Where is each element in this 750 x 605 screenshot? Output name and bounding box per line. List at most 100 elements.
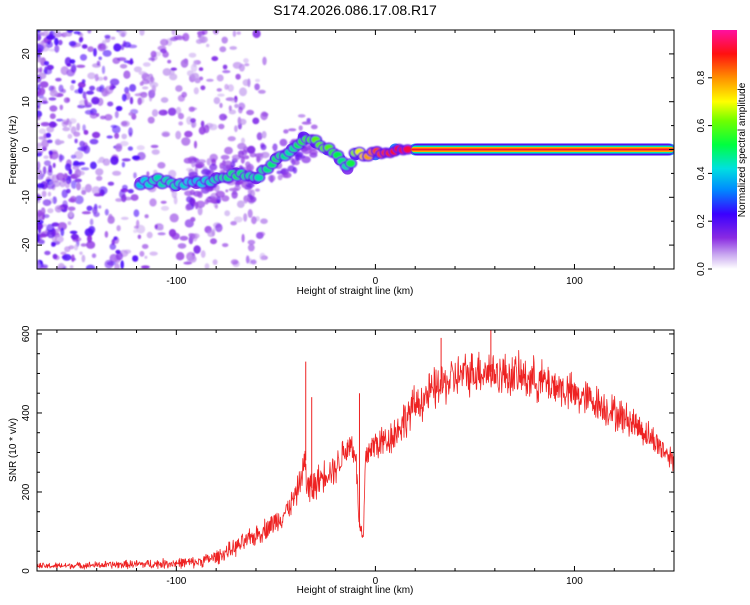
noise-blob xyxy=(68,198,75,203)
colorbar-label: Normalized spectral amplitude xyxy=(737,82,748,217)
noise-blob xyxy=(119,140,129,147)
noise-blob xyxy=(217,93,225,97)
noise-blob xyxy=(56,206,65,210)
noise-blob xyxy=(37,30,41,33)
noise-blob xyxy=(208,123,218,131)
noise-blob xyxy=(76,64,86,69)
noise-blob xyxy=(121,133,127,140)
noise-blob xyxy=(104,208,109,216)
noise-blob xyxy=(192,60,197,68)
noise-blob xyxy=(149,251,158,256)
noise-blob xyxy=(69,230,78,234)
colorbar-tick-label: 0.8 xyxy=(696,70,707,84)
noise-blob xyxy=(201,168,211,176)
noise-blob xyxy=(198,36,208,44)
noise-blob xyxy=(104,34,111,39)
noise-blob xyxy=(89,218,94,226)
noise-blob xyxy=(37,42,41,49)
noise-blob xyxy=(72,165,80,170)
noise-blob xyxy=(173,196,178,205)
noise-blob xyxy=(48,150,53,156)
noise-blob xyxy=(43,155,49,159)
noise-blob xyxy=(136,224,146,234)
noise-blob xyxy=(220,154,230,160)
noise-blob xyxy=(114,132,120,139)
noise-blob xyxy=(137,234,142,239)
noise-blob xyxy=(197,206,203,216)
noise-blob xyxy=(114,263,120,269)
noise-blob xyxy=(37,171,42,180)
carrier-band-core xyxy=(411,148,674,151)
noise-blob xyxy=(110,36,116,40)
noise-blob xyxy=(149,81,159,88)
noise-blob xyxy=(86,240,96,249)
noise-blob xyxy=(239,87,247,97)
noise-blob xyxy=(53,228,63,232)
noise-blob xyxy=(175,130,182,140)
noise-blob xyxy=(37,115,41,121)
noise-blob xyxy=(198,126,206,135)
noise-blob xyxy=(87,46,94,53)
noise-blob xyxy=(245,255,250,264)
noise-blob xyxy=(194,78,201,84)
noise-blob xyxy=(200,250,206,258)
noise-blob xyxy=(102,49,112,57)
noise-blob xyxy=(133,229,138,233)
noise-blob xyxy=(76,182,81,191)
noise-blob xyxy=(123,60,130,64)
colorbar-tick-label: 0.4 xyxy=(696,166,707,180)
noise-blob xyxy=(80,167,90,171)
spectrogram-x-tick-label: 0 xyxy=(373,276,379,287)
noise-blob xyxy=(37,99,43,106)
noise-blob xyxy=(71,80,76,84)
noise-blob xyxy=(301,147,312,155)
noise-blob xyxy=(148,57,156,61)
colorbar-tick-label: 0.2 xyxy=(696,214,707,228)
noise-blob xyxy=(279,138,288,147)
noise-blob xyxy=(219,162,224,170)
noise-blob xyxy=(259,231,266,237)
snr-series-line xyxy=(37,350,674,570)
noise-blob xyxy=(78,86,84,94)
noise-blob xyxy=(116,252,123,261)
noise-blob xyxy=(90,161,97,170)
noise-blob xyxy=(170,67,177,71)
noise-blob xyxy=(204,263,210,269)
snr-y-tick-label: 0 xyxy=(21,568,32,574)
noise-blob xyxy=(224,146,233,155)
noise-blob xyxy=(121,194,127,203)
noise-blob xyxy=(133,172,137,179)
noise-blob xyxy=(134,93,142,97)
noise-blob xyxy=(74,178,82,183)
noise-blob xyxy=(190,107,198,111)
spectrogram-y-tick-label: 10 xyxy=(21,96,32,108)
noise-blob xyxy=(86,205,93,211)
snr-x-tick-label: 0 xyxy=(373,576,379,587)
spectrogram-ridge xyxy=(134,131,674,192)
noise-blob xyxy=(227,84,234,92)
noise-blob xyxy=(256,155,261,163)
noise-blob xyxy=(133,209,140,217)
noise-blob xyxy=(47,208,54,214)
snr-y-label: SNR (10 * v/v) xyxy=(8,418,19,482)
noise-blob xyxy=(81,254,86,263)
noise-blob xyxy=(46,40,53,49)
noise-blob xyxy=(140,91,148,98)
noise-blob xyxy=(276,170,283,175)
colorbar-tick-label: 0.6 xyxy=(696,118,707,132)
noise-blob xyxy=(129,96,134,105)
noise-blob xyxy=(190,217,196,222)
noise-blob xyxy=(136,145,145,151)
noise-blob xyxy=(91,253,97,258)
noise-blob xyxy=(196,200,206,208)
noise-blob xyxy=(68,210,73,218)
noise-blob xyxy=(102,158,111,166)
noise-blob xyxy=(49,105,58,112)
noise-blob xyxy=(184,190,193,197)
noise-blob xyxy=(277,174,283,181)
noise-blob xyxy=(113,236,118,241)
noise-blob xyxy=(115,105,123,112)
noise-blob xyxy=(76,122,81,131)
noise-blob xyxy=(181,137,191,146)
noise-blob xyxy=(259,252,266,261)
